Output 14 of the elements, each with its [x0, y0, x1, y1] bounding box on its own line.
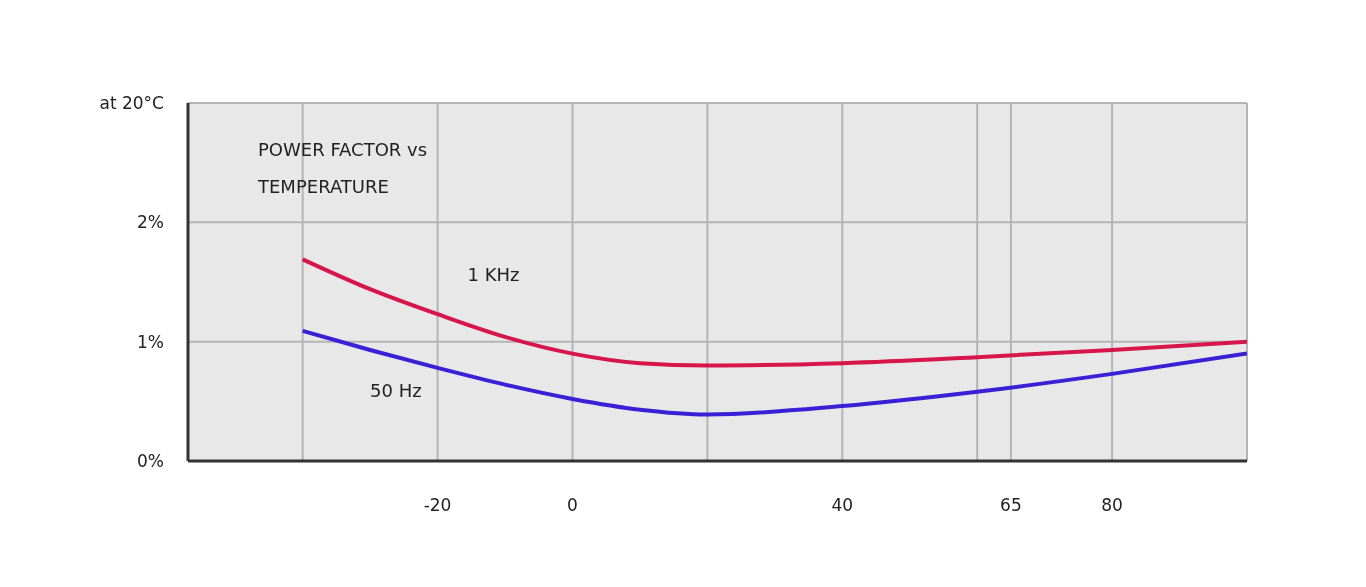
x-tick-label: 40: [831, 495, 854, 516]
line-series: [300, 328, 1247, 417]
y-tick-label: 0%: [137, 451, 164, 472]
y-tick-label: 1%: [137, 331, 164, 352]
text: 1 KHz: [467, 264, 520, 286]
line-series: [300, 257, 1247, 368]
x-tick-label: 80: [1101, 495, 1123, 516]
y-tick-label: at 20°C: [99, 93, 164, 114]
y-tick-label: 2%: [137, 212, 164, 233]
x-tick-label: 65: [1000, 495, 1022, 516]
x-tick-label: -20: [423, 495, 452, 516]
x-tick-label: 0: [567, 495, 578, 516]
text: POWER FACTOR vs TEMPERATURE: [258, 138, 429, 199]
series-label: 50 Hz: [370, 380, 422, 402]
